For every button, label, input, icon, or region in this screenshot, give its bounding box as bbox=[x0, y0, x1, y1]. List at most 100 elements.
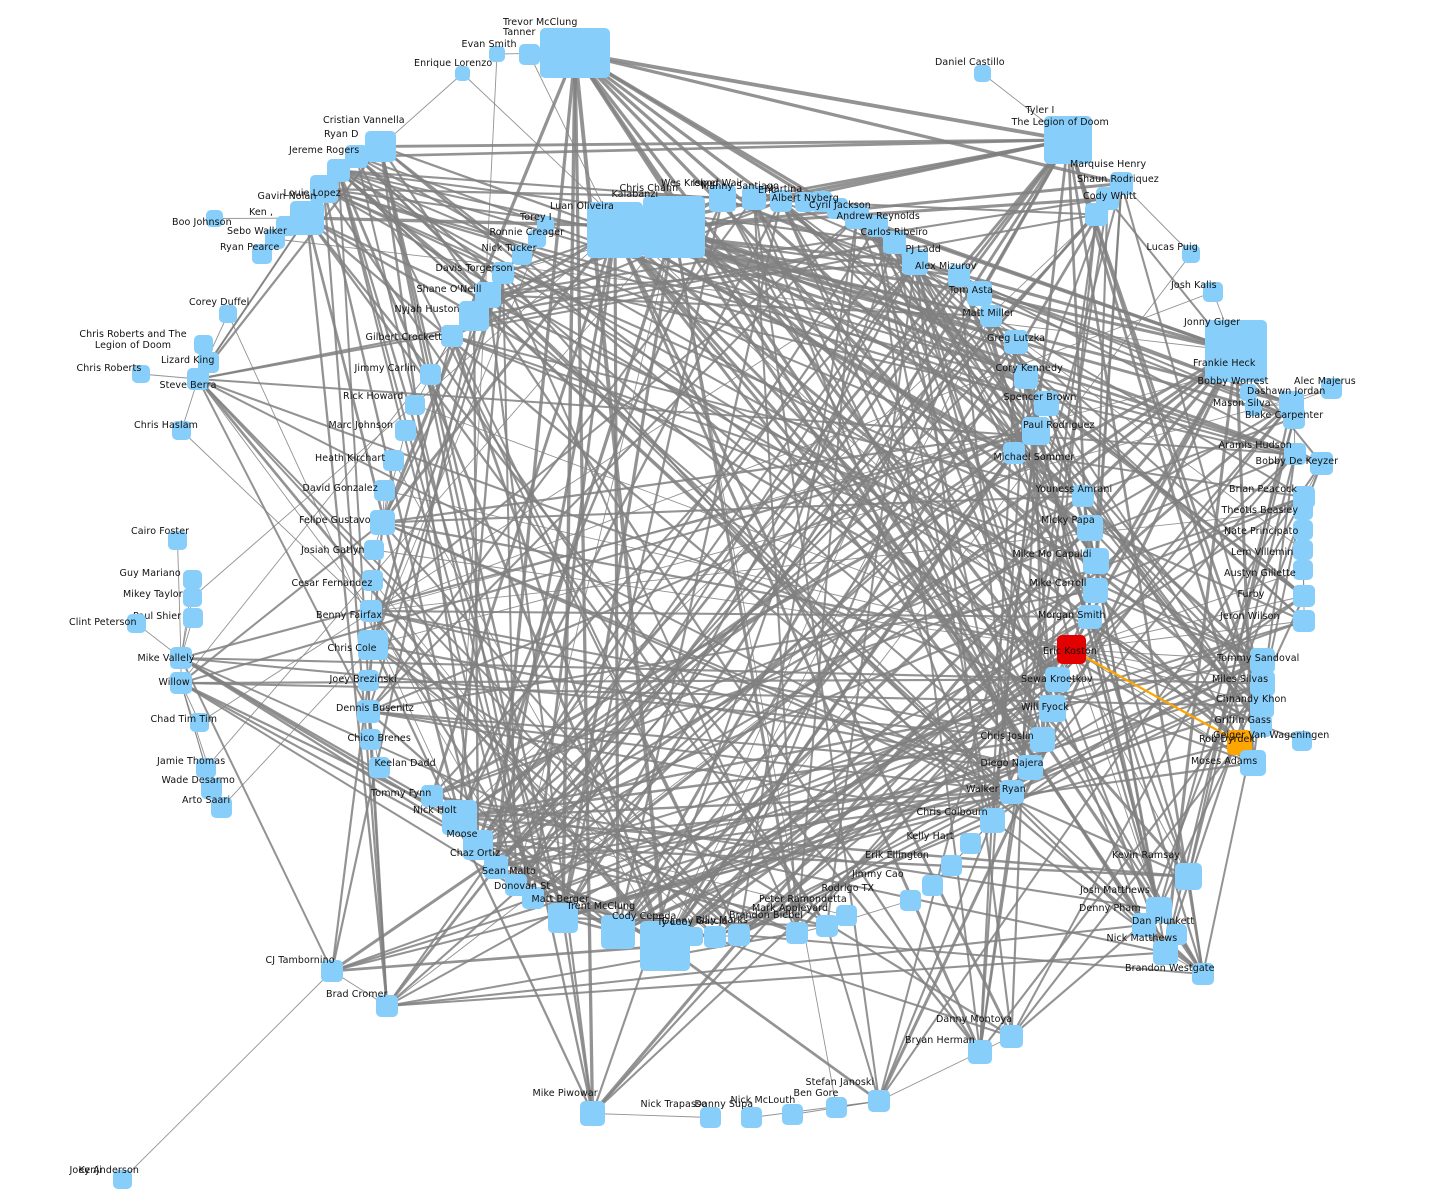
graph-node-nick-tucker[interactable] bbox=[512, 245, 532, 265]
graph-node-josh-kalis[interactable] bbox=[1203, 282, 1223, 302]
graph-node-cesar-fernandez[interactable] bbox=[362, 570, 383, 591]
graph-node-wade-desarmo[interactable] bbox=[201, 778, 222, 799]
graph-node-nick-matthews[interactable] bbox=[1153, 940, 1178, 965]
graph-node-chris-haslam[interactable] bbox=[172, 421, 191, 440]
graph-node-nick-trapasso[interactable] bbox=[700, 1107, 721, 1128]
graph-node-brad-cromer[interactable] bbox=[376, 995, 398, 1017]
graph-node-corey-duffel[interactable] bbox=[219, 305, 237, 323]
graph-node-tom-asta[interactable] bbox=[967, 281, 992, 306]
graph-node-luan-oliveira[interactable] bbox=[587, 202, 643, 258]
graph-node-chaz-ortiz[interactable] bbox=[484, 855, 508, 879]
graph-node-blake-carpenter[interactable] bbox=[1283, 407, 1305, 429]
graph-node-griffin-gass[interactable] bbox=[1250, 715, 1272, 737]
graph-node-geiger-van-wageningen[interactable] bbox=[1292, 731, 1312, 751]
graph-node-micky-papa[interactable] bbox=[1077, 515, 1103, 541]
graph-node-guy-mariano[interactable] bbox=[183, 570, 202, 589]
graph-node-ryan-pearce[interactable] bbox=[252, 244, 272, 264]
graph-node-cory-kennedy[interactable] bbox=[1014, 365, 1038, 389]
graph-node-chris-roberts-and-the-legion-of-doom[interactable] bbox=[194, 335, 213, 354]
graph-node-alec-majerus[interactable] bbox=[1321, 378, 1342, 399]
graph-node-chris-chann[interactable] bbox=[643, 196, 705, 258]
graph-node-marc-johnson[interactable] bbox=[395, 420, 416, 441]
graph-node-cody-cepeda[interactable] bbox=[640, 921, 690, 971]
graph-node-walker-ryan[interactable] bbox=[1000, 780, 1024, 804]
graph-node-mike-piwowar[interactable] bbox=[580, 1101, 605, 1126]
graph-node-carlos-ribeiro[interactable] bbox=[883, 231, 906, 254]
graph-node-austyn-gillette[interactable] bbox=[1293, 560, 1313, 580]
graph-node-brandon-biebel[interactable] bbox=[786, 922, 808, 944]
graph-node-youness-amrani[interactable] bbox=[1072, 485, 1094, 507]
graph-node-jamie-thomas[interactable] bbox=[196, 758, 216, 778]
graph-node-trent-mcclung[interactable] bbox=[601, 915, 635, 949]
graph-node-furby[interactable] bbox=[1293, 585, 1315, 607]
graph-node-rodrigo-tx[interactable] bbox=[900, 890, 921, 911]
graph-node-will-fyock[interactable] bbox=[1039, 695, 1066, 722]
graph-node-dan-plunkett[interactable] bbox=[1166, 924, 1187, 945]
graph-node-sewa-kroetkov[interactable] bbox=[1045, 667, 1070, 692]
graph-node-denny-pham[interactable] bbox=[1132, 913, 1156, 937]
graph-node-tanner[interactable] bbox=[519, 44, 540, 65]
graph-node-nick-holt[interactable] bbox=[442, 800, 477, 835]
graph-node-steve-berra[interactable] bbox=[187, 368, 209, 390]
graph-node-bryan-herman[interactable] bbox=[968, 1040, 992, 1064]
graph-node-cairo-foster[interactable] bbox=[168, 531, 187, 550]
graph-node-morgan-smith[interactable] bbox=[1078, 605, 1102, 629]
graph-node-lucas-puig[interactable] bbox=[1182, 245, 1200, 263]
graph-node-moses-adams[interactable] bbox=[1240, 750, 1266, 776]
graph-node-donovan-st[interactable] bbox=[522, 887, 544, 909]
graph-node-chris-joslin[interactable] bbox=[1030, 727, 1055, 752]
graph-node-kelly-hart[interactable] bbox=[960, 833, 981, 854]
graph-node-spencer-brown[interactable] bbox=[1034, 391, 1059, 416]
graph-node-chad-tim-tim[interactable] bbox=[190, 713, 209, 732]
graph-node-dennis-busenitz[interactable] bbox=[357, 700, 380, 723]
graph-node-lem-villemin[interactable] bbox=[1293, 540, 1313, 560]
graph-node-mikey-taylor[interactable] bbox=[183, 588, 202, 607]
graph-node-greg-lutzka[interactable] bbox=[1004, 330, 1028, 354]
graph-node-ty-lee[interactable] bbox=[684, 927, 703, 946]
graph-node-billy-marks[interactable] bbox=[728, 924, 750, 946]
graph-node-ishod-wair[interactable] bbox=[742, 186, 766, 210]
graph-node-david-gonzalez[interactable] bbox=[374, 480, 395, 501]
graph-node-alex-mizurov[interactable] bbox=[948, 265, 970, 287]
graph-node-benny-fairfax[interactable] bbox=[360, 600, 382, 622]
graph-node-joey-brezinski[interactable] bbox=[358, 670, 379, 691]
graph-node-danny-supa[interactable] bbox=[741, 1107, 762, 1128]
graph-node-danny-garcia[interactable] bbox=[704, 926, 726, 948]
graph-node-tommy-fynn[interactable] bbox=[421, 785, 443, 807]
graph-node-chris-cole[interactable] bbox=[358, 630, 388, 660]
graph-node-gilbert-crockett[interactable] bbox=[441, 325, 463, 347]
graph-node-ben-gore[interactable] bbox=[826, 1097, 847, 1118]
graph-node-lizard-king[interactable] bbox=[198, 352, 219, 373]
graph-node-michael-sommer[interactable] bbox=[1003, 442, 1025, 464]
graph-node-jimmy-cao[interactable] bbox=[922, 875, 943, 896]
graph-node-chico-brenes[interactable] bbox=[360, 729, 381, 750]
graph-node-stefan-janoski[interactable] bbox=[868, 1090, 890, 1112]
graph-node-arto-saari[interactable] bbox=[211, 797, 232, 818]
graph-node-tyler-i[interactable] bbox=[1044, 116, 1092, 164]
graph-node-eric[interactable] bbox=[795, 192, 815, 212]
graph-node-chris-roberts[interactable] bbox=[132, 365, 150, 383]
graph-node-albert-nyberg[interactable] bbox=[827, 198, 848, 219]
graph-node-manny-santiago[interactable] bbox=[770, 190, 792, 212]
graph-node-sean-malto[interactable] bbox=[505, 874, 527, 896]
graph-node-erik-ellington[interactable] bbox=[941, 855, 962, 876]
graph-node-evan-smith[interactable] bbox=[489, 46, 505, 62]
graph-node-josiah-gatlyn[interactable] bbox=[364, 540, 384, 560]
graph-node-jimmy-carlin[interactable] bbox=[420, 364, 441, 385]
graph-node-boo-johnson[interactable] bbox=[206, 210, 223, 227]
graph-node-theotis-beasley[interactable] bbox=[1293, 500, 1313, 520]
graph-node-martina[interactable] bbox=[811, 191, 832, 212]
graph-node-pj-ladd[interactable] bbox=[902, 249, 928, 275]
graph-node-enrique-lorenzo[interactable] bbox=[455, 66, 470, 81]
graph-node-mark-appleyard[interactable] bbox=[816, 915, 838, 937]
graph-node-ryan-d[interactable] bbox=[345, 145, 368, 168]
graph-node-peter-ramondetta[interactable] bbox=[836, 905, 857, 926]
graph-node-keelan-dadd[interactable] bbox=[369, 757, 390, 778]
graph-node-andrew-reynolds[interactable] bbox=[866, 215, 888, 237]
graph-node-clint-peterson[interactable] bbox=[127, 614, 146, 633]
graph-node-mike-carroll[interactable] bbox=[1083, 578, 1108, 603]
graph-node-mike-vallely[interactable] bbox=[170, 647, 192, 669]
graph-node-cristian-vannella[interactable] bbox=[365, 131, 396, 162]
